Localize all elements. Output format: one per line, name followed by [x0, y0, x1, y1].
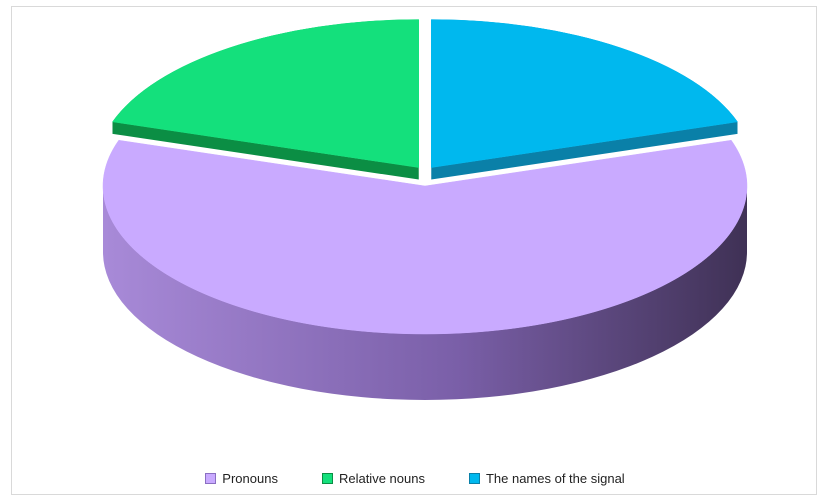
legend-label-pronouns: Pronouns: [222, 470, 278, 486]
legend-swatch-relative-nouns: [321, 472, 333, 484]
slice-edge-names-of-signal: [431, 121, 738, 180]
legend-swatch-names-of-signal: [468, 472, 480, 484]
legend-swatch-pronouns: [205, 472, 217, 484]
legend-label-names-of-signal: The names of the signal: [485, 470, 625, 486]
slice-top-pronouns: [102, 139, 748, 335]
slice-top-names-of-signal: [431, 19, 738, 168]
slice-edge-relative-nouns: [112, 121, 419, 180]
legend-item-pronouns: Pronouns: [205, 471, 278, 486]
legend-item-relative-nouns: Relative nouns: [321, 470, 425, 486]
slice-side-pronouns: [103, 186, 747, 400]
chart-legend: Pronouns Relative nouns The names of the…: [0, 468, 830, 488]
slice-top-relative-nouns: [112, 19, 419, 168]
legend-item-names-of-signal: The names of the signal: [468, 470, 625, 486]
legend-label-relative-nouns: Relative nouns: [338, 470, 425, 486]
